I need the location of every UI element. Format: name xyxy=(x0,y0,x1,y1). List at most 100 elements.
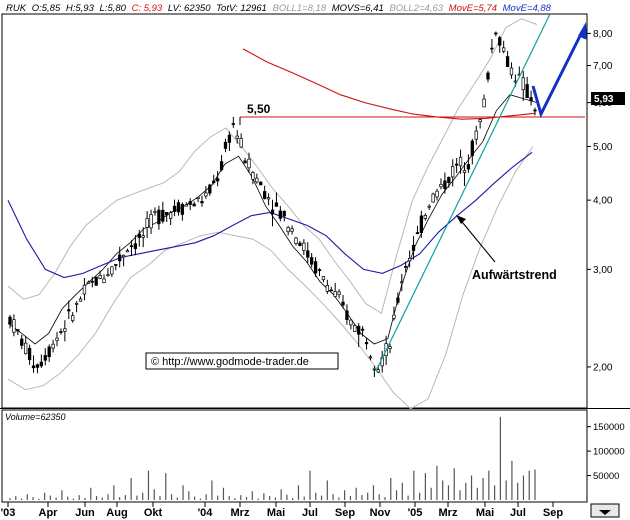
price-bar-body xyxy=(376,369,380,373)
price-bar-body xyxy=(161,209,165,222)
price-bar-body xyxy=(59,331,63,333)
header-open: O:5,85 xyxy=(32,3,61,14)
price-bar-body xyxy=(490,47,494,50)
forecast-arrowhead xyxy=(578,22,587,40)
price-bar-body xyxy=(165,211,169,216)
price-bar-body xyxy=(482,98,486,108)
price-bar-body xyxy=(498,37,502,46)
price-bar-body xyxy=(255,177,259,183)
price-bar-body xyxy=(55,337,59,341)
time-tick-label: Mrz xyxy=(231,507,250,519)
price-tick-label: 3,00 xyxy=(593,265,613,276)
header-boll2: BOLL2=4,63 xyxy=(389,3,443,14)
time-tick-label: Sep xyxy=(335,507,355,519)
price-bar-body xyxy=(114,264,118,266)
price-bar-body xyxy=(286,227,290,233)
price-bar-body xyxy=(172,205,177,212)
price-bar-body xyxy=(478,119,482,123)
price-bar-body xyxy=(196,196,200,199)
price-bar-body xyxy=(294,237,298,244)
price-bar-body xyxy=(439,183,443,188)
header-symbol: RUK xyxy=(6,3,27,14)
price-bar-body xyxy=(137,233,141,238)
price-axis: 2,003,004,005,006,007,008,00 xyxy=(587,29,613,373)
price-bars xyxy=(8,31,537,377)
price-bar-body xyxy=(310,257,314,265)
time-tick-label: Mrz xyxy=(439,507,458,519)
price-bar-body xyxy=(78,298,83,302)
series-boll_lower xyxy=(7,146,534,410)
price-bar-body xyxy=(415,232,420,235)
price-panel-frame xyxy=(1,13,588,409)
annotation-arrowhead xyxy=(456,215,466,224)
last-price-badge: 5,93 xyxy=(594,94,614,105)
price-bar-body xyxy=(353,325,357,332)
volume-panel-frame xyxy=(1,409,588,503)
time-tick-label: Mai xyxy=(267,507,285,519)
price-bar-body xyxy=(274,202,279,207)
price-bar-body xyxy=(125,250,130,253)
copyright-box xyxy=(145,352,339,370)
volume-tick-label: 50000 xyxy=(593,471,619,482)
volume-bars xyxy=(9,416,536,500)
price-bar-body xyxy=(239,138,243,148)
price-bar-body xyxy=(302,242,306,251)
price-bar-body xyxy=(227,134,232,143)
time-tick-label: Mai xyxy=(476,507,494,519)
price-bar-body xyxy=(243,160,247,164)
price-bar-body xyxy=(447,177,451,184)
price-bar-body xyxy=(129,245,134,248)
price-bar-body xyxy=(51,343,55,349)
moving-averages xyxy=(7,48,538,345)
price-bar-body xyxy=(141,235,145,238)
price-bar-body xyxy=(345,310,349,321)
price-bar-body xyxy=(431,193,435,203)
price-bar-body xyxy=(529,97,533,102)
price-bar-body xyxy=(470,140,474,156)
time-tick-label: Sep xyxy=(543,507,563,519)
time-axis: '03 Apr Jun Aug Okt '04 Mrz Mai Jul Sep Nov '05 Mrz M… xyxy=(1,502,563,519)
header-total-volume: TotV: 12961 xyxy=(216,3,267,14)
price-bar-body xyxy=(400,281,404,284)
price-bar-body xyxy=(168,212,173,219)
price-bar-body xyxy=(102,278,106,283)
price-bar-body xyxy=(427,205,431,208)
time-tick-label: Jun xyxy=(75,507,95,519)
price-bar-body xyxy=(368,356,373,359)
price-bar-body xyxy=(494,32,498,35)
price-bar-body xyxy=(43,355,47,361)
price-tick-label: 5,00 xyxy=(593,142,613,153)
price-bar-body xyxy=(349,319,353,326)
price-bar-body xyxy=(505,56,510,67)
price-bar-body xyxy=(372,368,377,371)
price-bar-body xyxy=(212,180,216,183)
price-bar-body xyxy=(454,163,459,166)
price-bar-body xyxy=(200,201,204,204)
price-bar-body xyxy=(86,281,91,284)
price-bar-body xyxy=(90,280,94,283)
price-bar-body xyxy=(270,209,275,214)
price-bar-body xyxy=(98,275,102,279)
price-bar-body xyxy=(153,211,157,213)
price-bar-body xyxy=(325,285,330,292)
price-bar-body xyxy=(47,346,51,358)
price-bar-body xyxy=(24,342,28,354)
price-bar-body xyxy=(106,274,110,277)
bollinger-bands xyxy=(7,18,538,410)
price-bar-body xyxy=(521,77,525,91)
price-bar-body xyxy=(451,166,455,178)
price-bar-body xyxy=(290,228,294,232)
volume-axis: 50000 100000 150000 xyxy=(587,422,625,482)
price-bar-body xyxy=(31,365,36,369)
price-bar-body xyxy=(282,211,286,217)
price-bar-body xyxy=(411,244,416,251)
price-bar-body xyxy=(231,123,235,125)
trend-annotation: Aufwärtstrend xyxy=(472,268,557,282)
header-line: RUK O:5,85 H:5,93 L:5,80 C: 5,93 LV: 623… xyxy=(6,3,552,14)
price-bar-body xyxy=(235,135,239,139)
price-bar-body xyxy=(313,261,318,274)
price-bar-body xyxy=(333,291,337,297)
price-bar-body xyxy=(110,266,114,275)
price-bar-body xyxy=(35,364,40,368)
price-bar-body xyxy=(407,257,412,262)
